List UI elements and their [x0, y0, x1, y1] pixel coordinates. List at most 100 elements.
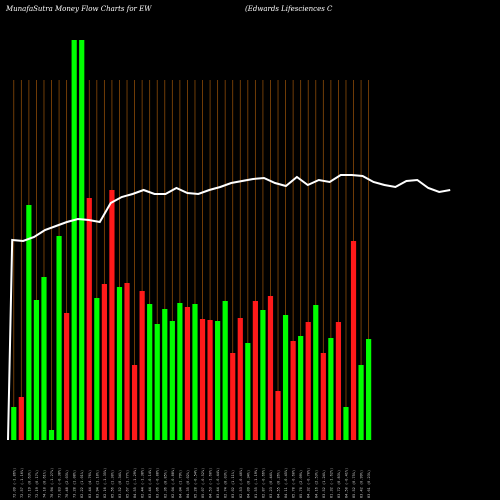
x-tick-label: 84.32 (-0.70%) [307, 468, 311, 498]
x-tick-label: 82.04 (-0.88%) [171, 468, 175, 498]
x-tick-label: 83.52 (0.34%) [118, 470, 122, 498]
x-tick-label: 82.53 (-0.40%) [239, 468, 243, 498]
bar-down [131, 365, 138, 440]
bar-up [215, 321, 221, 440]
bar-down [101, 284, 107, 440]
x-tick-label: 84.16 (2.53%) [314, 470, 318, 498]
x-tick-label: 85.28 (-0.54%) [193, 468, 197, 498]
bar-up [177, 303, 183, 440]
bar-up [56, 236, 62, 440]
x-tick-label: 83.44 (-0.44%) [216, 468, 220, 498]
bar-down [230, 353, 236, 440]
x-tick-label: 72.19 (0.63%) [27, 470, 31, 498]
x-tick-label: 85.07 (-0.52%) [201, 468, 205, 498]
x-tick-label: 74.10 (0.61%) [42, 470, 46, 498]
x-tick-label: 83.06 (-0.08%) [156, 468, 160, 498]
bar-up [71, 40, 77, 440]
x-tick-label: 82.22 (1.01%) [80, 470, 84, 498]
bar-down [275, 391, 281, 440]
bar-down [139, 291, 145, 440]
x-tick-label: 82.16 (-1.35%) [103, 468, 107, 498]
bar-down [252, 301, 258, 440]
x-tick-label: 83.44 (-0.14%) [148, 468, 152, 498]
x-tick-label: 85.78 (-0.60%) [292, 468, 296, 498]
x-tick-label: 83.44 (4.76%) [88, 470, 92, 498]
x-tick-label: 70.48 (2.03%) [65, 470, 69, 498]
x-tick-label: 83.94 (1.10%) [95, 470, 99, 498]
x-tick-label: 85.67 (1.77%) [126, 470, 130, 498]
bar-up [33, 300, 40, 440]
x-tick-label: 83.72 (0.83%) [337, 470, 341, 498]
bar-up [298, 336, 304, 440]
x-tick-label: 84.04 (1.79%) [178, 470, 182, 498]
bar-up [11, 407, 17, 440]
bar-down [109, 190, 115, 440]
bar-up [343, 407, 349, 440]
money-flow-line [7, 174, 451, 441]
x-tick-label: 82.44 (-1.38%) [141, 468, 145, 498]
bar-down [18, 397, 24, 440]
x-tick-label: 81.32 (-1.62%) [329, 468, 333, 498]
bar-up [48, 430, 55, 440]
x-tick-label: 70.94 (-1.27%) [50, 468, 54, 498]
bar-up [41, 277, 47, 440]
chart-title: MunafaSutra Money Flow Charts for EW [5, 5, 152, 13]
bar-up [169, 321, 175, 440]
bar-down [86, 198, 92, 440]
bar-up [26, 205, 32, 440]
bar-up [366, 339, 372, 440]
chart-subtitle: (Edwards Lifesciences C [245, 5, 333, 13]
bar-down [305, 322, 311, 440]
bar-down [124, 283, 130, 440]
x-tick-label: 84.35 (0.02%) [186, 470, 190, 498]
bar-down [237, 318, 243, 440]
bar-up [94, 298, 100, 440]
bar-up [222, 301, 228, 440]
bar-up [328, 338, 334, 440]
x-tick-label: 83.42 (0.99%) [360, 470, 364, 498]
x-tick-label: 81.55 (-1.19%) [254, 468, 258, 498]
x-tick-label: 82.87 (-0.66%) [261, 468, 265, 498]
x-tick-label: 82.74 (0.03%) [224, 470, 228, 498]
bar-up [79, 40, 85, 440]
money-flow-line-group [7, 174, 451, 441]
x-tick-label: 71.83 (-0.38%) [58, 468, 62, 498]
bar-down [207, 320, 213, 440]
x-tick-label: 84.50 (-0.41%) [344, 468, 348, 498]
x-tick-label: 85.52 (0.75%) [352, 470, 356, 498]
x-tick-label: 83.23 (0.44%) [269, 470, 273, 498]
x-tick-label: 84.55 (0.26%) [277, 470, 281, 498]
x-tick-label: 72.57 (-1.16%) [20, 468, 24, 498]
x-tick-label: 72.19 (0.17%) [35, 470, 39, 498]
bar-down [350, 241, 357, 440]
x-tick-label: 83.52 (1.24%) [322, 470, 326, 498]
bars [11, 40, 372, 440]
x-tick-label: 83.61 (0.23%) [367, 470, 371, 498]
bar-up [358, 365, 364, 440]
bar-down [267, 296, 274, 440]
bar-up [154, 324, 160, 440]
bar-up [260, 310, 266, 440]
bar-up [192, 304, 198, 440]
x-tick-label: 84.53 (-1.60%) [209, 468, 213, 498]
bar-down [290, 341, 296, 440]
x-tick-label: 73.28 (1.08%) [73, 470, 77, 498]
x-tick-label: 85.56 (1.30%) [110, 470, 114, 498]
x-tick-label: 84.55 (-1.29%) [133, 468, 137, 498]
bar-down [64, 313, 70, 440]
bar-down [199, 319, 206, 440]
bar-up [116, 287, 123, 440]
bar-up [147, 304, 153, 440]
x-tick-label: 84.09 (0.34%) [246, 470, 250, 498]
bar-down [335, 322, 342, 440]
bar-down [320, 353, 326, 440]
bar-up [282, 315, 289, 440]
x-tick-labels: 72.09 (-1.86%) 72.57 (-1.16%) 72.19 (0.63%… [12, 468, 371, 498]
x-tick-label: 85.70 (2.09%) [299, 470, 303, 498]
bar-up [162, 309, 168, 440]
x-tick-label: 83.02 (1.11%) [231, 470, 235, 498]
x-tick-label: 84.11 (-0.45%) [284, 468, 288, 498]
bar-up [245, 343, 251, 440]
bar-down [184, 307, 191, 440]
